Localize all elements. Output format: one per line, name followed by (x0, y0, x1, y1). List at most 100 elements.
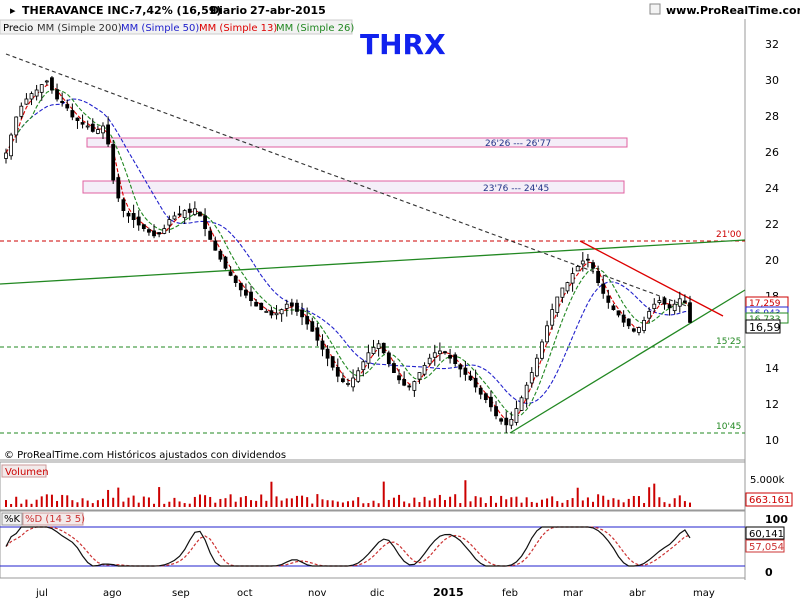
x-tick-sep: sep (172, 588, 190, 599)
candle (626, 318, 631, 327)
mm50-line (5, 98, 691, 404)
candle (121, 199, 126, 211)
volume-bar (250, 500, 253, 507)
trendline-green-support (509, 289, 746, 434)
candle (601, 283, 606, 294)
volume-bar (15, 496, 18, 507)
volume-bar (515, 496, 518, 507)
volume-bar (30, 503, 33, 507)
x-tick-mar: mar (563, 588, 584, 599)
candle (565, 282, 570, 292)
volume-bar (35, 499, 38, 507)
candle (320, 340, 325, 350)
volume-bar (280, 500, 283, 507)
x-tick-ago: ago (103, 588, 122, 599)
volume-bar (459, 503, 462, 507)
site-label[interactable]: www.ProRealTime.com (666, 4, 800, 17)
volume-bar (571, 498, 574, 507)
candle (407, 385, 412, 388)
candle (356, 370, 361, 382)
volume-bar (520, 502, 523, 507)
volume-bar (556, 501, 559, 507)
volume-bar (198, 494, 201, 507)
candle (187, 208, 192, 213)
candle (218, 250, 223, 260)
volume-bar (489, 496, 492, 507)
volume-bar (311, 503, 314, 507)
candle (264, 310, 269, 313)
zone-upper-label: 26'26 --- 26'77 (485, 139, 551, 149)
candle (519, 397, 524, 411)
candle (616, 310, 621, 316)
volume-bar (443, 500, 446, 507)
candle (330, 356, 335, 368)
volume-bar (229, 494, 232, 507)
volume-bar (678, 495, 681, 507)
candle (422, 364, 427, 375)
volume-value: 663.161 (749, 495, 790, 506)
candle (473, 377, 478, 388)
volume-bar (617, 499, 620, 507)
volume-bar (607, 499, 610, 507)
candle (514, 408, 519, 423)
candle (631, 328, 636, 332)
y-tick-14: 14 (765, 362, 779, 375)
mm50-path (5, 98, 691, 404)
y-tick-24: 24 (765, 182, 779, 195)
volume-bar (147, 497, 150, 507)
candle (642, 319, 646, 331)
volume-bar (219, 498, 222, 507)
volume-bar (163, 503, 166, 507)
candle (366, 352, 371, 364)
candle (223, 256, 228, 269)
candle (284, 303, 289, 309)
candle (60, 100, 65, 103)
volume-bar (643, 503, 646, 507)
candle (662, 298, 667, 305)
pin-icon[interactable]: ▸ (10, 4, 16, 17)
volume-bar (438, 494, 441, 507)
candle (269, 310, 274, 316)
volume-bar (331, 500, 334, 507)
volume-bar (540, 499, 543, 507)
volume-bar (76, 502, 79, 507)
y-tick-22: 22 (765, 218, 779, 231)
volume-bar (45, 494, 48, 507)
candle (453, 354, 458, 364)
volume-bar (663, 502, 666, 507)
stoch-lines (5, 526, 691, 567)
volume-bar (433, 498, 436, 507)
stoch-tick-0: 0 (765, 566, 773, 579)
mm26-line (5, 89, 691, 417)
volume-bar (301, 495, 304, 507)
close-icon[interactable] (649, 3, 661, 15)
candle (9, 134, 14, 157)
volume-bars (5, 480, 691, 507)
volume-bar (530, 501, 533, 507)
candle (85, 125, 90, 128)
candle (70, 110, 75, 118)
x-tick-may: may (693, 588, 715, 599)
volume-bar (255, 500, 258, 507)
volume-bar (204, 495, 207, 507)
candle (489, 396, 493, 408)
volume-bar (270, 481, 273, 507)
candle (340, 378, 345, 382)
volume-bar (117, 487, 120, 507)
volume-bar (673, 498, 676, 507)
candle (381, 342, 386, 354)
stoch-d-title-box (22, 512, 84, 526)
volume-bar (306, 497, 309, 507)
candle (606, 295, 611, 303)
x-tick-dic: dic (370, 588, 385, 599)
volume-bar (602, 495, 605, 507)
candle (478, 387, 483, 395)
candle (152, 230, 156, 237)
candle (468, 375, 473, 381)
candle (238, 282, 243, 291)
volume-bar (178, 501, 181, 507)
volume-bar (392, 497, 395, 507)
volume-value-box (745, 492, 793, 507)
candle (75, 117, 80, 121)
mm200-line (5, 53, 691, 308)
